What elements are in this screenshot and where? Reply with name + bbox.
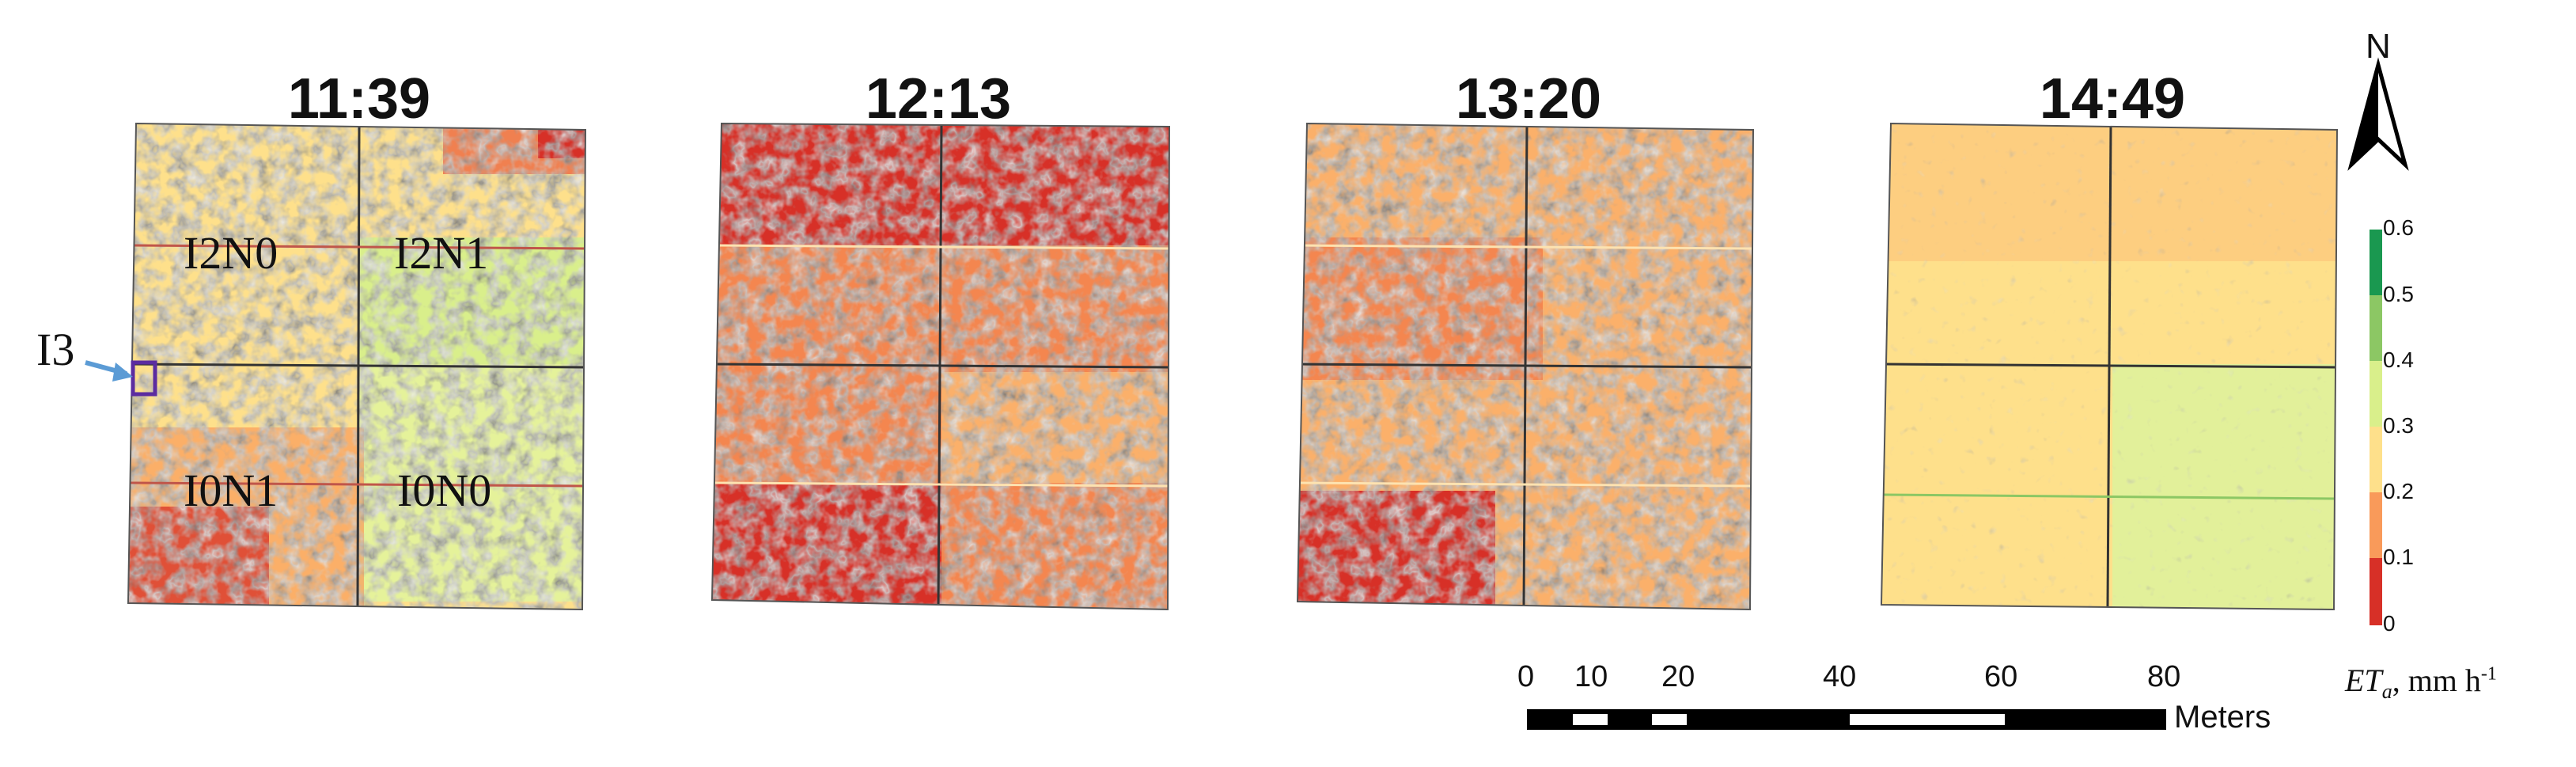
- plot-label-i2n0: I2N0: [184, 227, 278, 279]
- legend-tick: 0: [2383, 611, 2396, 636]
- legend-title-sub: a: [2381, 680, 2392, 703]
- scale-tick: 20: [1661, 660, 1695, 693]
- panel-title-3: 13:20: [1455, 67, 1602, 131]
- map-panel-1213: [712, 123, 1169, 609]
- legend-title-exp: -1: [2480, 663, 2497, 685]
- legend-tick: 0.3: [2383, 413, 2414, 438]
- scale-unit: Meters: [2174, 700, 2271, 735]
- legend-tick: 0.6: [2383, 215, 2414, 240]
- scale-tick: 10: [1574, 660, 1608, 693]
- north-arrow-icon: [2347, 57, 2409, 171]
- map-panel-1320: [1297, 123, 1753, 609]
- legend-colorbar: [2370, 230, 2382, 625]
- plot-label-i2n1: I2N1: [394, 227, 489, 279]
- panel-title-2: 12:13: [865, 67, 1012, 131]
- legend-tick: 0.1: [2383, 545, 2414, 569]
- i3-arrow-icon: [85, 360, 133, 382]
- plot-label-i0n0: I0N0: [397, 465, 492, 516]
- scale-tick: 60: [1984, 660, 2018, 693]
- legend-title-unit: , mm h: [2392, 663, 2481, 698]
- i3-label: I3: [36, 324, 75, 375]
- i3-marker-box: [131, 360, 157, 397]
- plot-label-i0n1: I0N1: [184, 465, 278, 516]
- map-panel-1449: [1881, 123, 2337, 609]
- scale-tick: 40: [1823, 660, 1857, 693]
- north-label: N: [2366, 27, 2391, 66]
- legend-tick: 0.4: [2383, 347, 2414, 372]
- legend-tick: 0.2: [2383, 479, 2414, 503]
- map-panel-1139: [128, 123, 585, 609]
- legend-title-main: ET: [2345, 663, 2382, 698]
- scale-tick: 0: [1517, 660, 1535, 693]
- scale-tick: 80: [2147, 660, 2181, 693]
- legend-tick: 0.5: [2383, 282, 2414, 306]
- panel-title-1: 11:39: [287, 67, 431, 131]
- panel-title-4: 14:49: [2039, 67, 2186, 131]
- legend-title: ETa, mm h-1: [2345, 662, 2497, 704]
- scale-bar: [1527, 709, 2166, 730]
